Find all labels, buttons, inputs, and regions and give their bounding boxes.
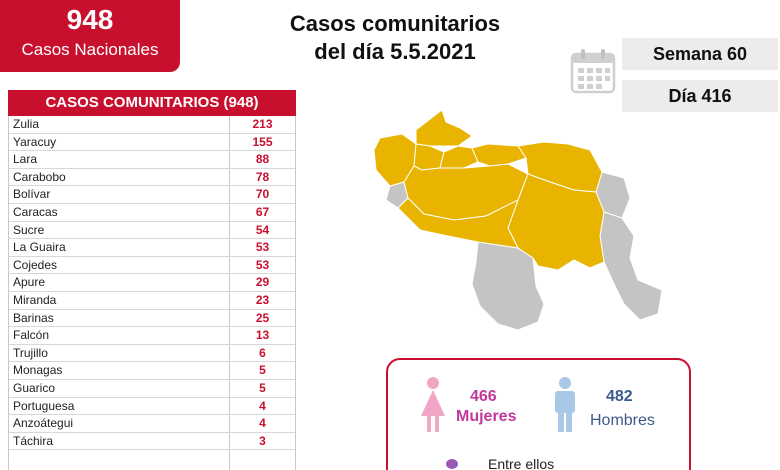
row-state-name: Portuguesa xyxy=(13,398,75,413)
row-case-count: 70 xyxy=(255,187,270,202)
row-case-count: 5 xyxy=(259,363,266,378)
row-case-count: 53 xyxy=(255,257,270,272)
page-title-line1: Casos comunitarios xyxy=(289,11,501,36)
table-row: Anzoátegui 4 xyxy=(9,415,295,433)
table-row: Carabobo 78 xyxy=(9,169,295,187)
calendar-icon xyxy=(570,49,616,94)
map-region-lara xyxy=(413,143,445,171)
row-state-name: Falcón xyxy=(13,328,50,343)
table-row: Caracas 67 xyxy=(9,204,295,222)
row-state-name: Miranda xyxy=(13,293,57,307)
table-row: Táchira 3 xyxy=(9,433,295,451)
national-cases-number: 948 xyxy=(66,4,114,35)
page-title-line2: del día 5.5.2021 xyxy=(314,39,476,64)
national-cases-label: Casos Nacionales xyxy=(21,40,159,59)
male-icon xyxy=(555,377,575,432)
row-case-count: 25 xyxy=(255,310,270,325)
row-case-count: 23 xyxy=(255,293,270,307)
row-case-count: 67 xyxy=(255,205,270,219)
among-them-text: Entre ellos xyxy=(488,456,555,470)
table-divider xyxy=(229,116,230,470)
row-state-name: Carabobo xyxy=(13,169,66,184)
table-row: Miranda 23 xyxy=(9,292,295,310)
row-case-count: 3 xyxy=(259,433,266,448)
map-region-bolivar xyxy=(507,173,605,271)
male-label: Hombres xyxy=(590,412,655,429)
national-cases-box: 948 Casos Nacionales xyxy=(0,0,180,72)
map-region-centro xyxy=(471,143,527,167)
table-row: Guarico 5 xyxy=(9,380,295,398)
row-case-count: 53 xyxy=(255,240,270,255)
table-row: Bolívar 70 xyxy=(9,186,295,204)
gender-breakdown-box xyxy=(386,358,691,470)
table-row: Portuguesa 4 xyxy=(9,398,295,416)
row-state-name: Zulia xyxy=(13,117,40,131)
row-state-name: Táchira xyxy=(13,433,54,448)
male-count: 482 xyxy=(606,388,633,405)
row-case-count: 4 xyxy=(259,416,266,431)
row-state-name: La Guaira xyxy=(13,240,66,255)
row-case-count: 88 xyxy=(255,152,270,167)
row-state-name: Guarico xyxy=(13,381,56,395)
table-row: Zulia 213 xyxy=(9,116,295,134)
table-row: Lara 88 xyxy=(9,151,295,169)
table-row: Sucre 54 xyxy=(9,222,295,240)
row-state-name: Trujillo xyxy=(13,345,48,360)
row-case-count: 78 xyxy=(255,169,270,184)
table-header: CASOS COMUNITARIOS (948) xyxy=(8,90,296,116)
week-box: Semana 60 xyxy=(622,38,778,70)
table-row: Barinas 25 xyxy=(9,310,295,328)
day-box: Día 416 xyxy=(622,80,778,112)
bullet-icon xyxy=(446,459,458,469)
table-row: Yaracuy 155 xyxy=(9,134,295,152)
row-state-name: Sucre xyxy=(13,222,45,237)
map-region-falcon xyxy=(415,109,473,147)
map-region-apure xyxy=(397,197,519,249)
table-row: Trujillo 6 xyxy=(9,345,295,363)
page-title: Casos comunitarios del día 5.5.2021 xyxy=(250,10,540,66)
row-state-name: Lara xyxy=(13,152,38,167)
venezuela-map xyxy=(373,109,663,330)
row-case-count: 155 xyxy=(252,134,273,149)
row-case-count: 213 xyxy=(252,117,273,131)
row-state-name: Cojedes xyxy=(13,257,58,272)
row-case-count: 29 xyxy=(255,275,270,290)
cases-table: Zulia 213 Yaracuy 155 Lara 88 Carabobo 78 Bo… xyxy=(8,116,296,470)
table-row: La Guaira 53 xyxy=(9,239,295,257)
female-label: Mujeres xyxy=(456,408,517,425)
row-case-count: 13 xyxy=(255,328,270,343)
row-case-count: 4 xyxy=(259,398,266,413)
row-state-name: Caracas xyxy=(13,205,58,219)
map-region-guayana-esequiba xyxy=(599,211,663,321)
row-state-name: Bolívar xyxy=(13,187,51,202)
female-icon xyxy=(421,377,445,432)
row-state-name: Anzoátegui xyxy=(13,416,74,431)
row-case-count: 5 xyxy=(259,381,266,395)
row-case-count: 6 xyxy=(259,345,266,360)
row-state-name: Monagas xyxy=(13,363,63,378)
row-state-name: Barinas xyxy=(13,310,54,325)
row-case-count: 54 xyxy=(255,222,270,237)
female-count: 466 xyxy=(470,388,497,405)
row-state-name: Yaracuy xyxy=(13,134,57,149)
table-row: Cojedes 53 xyxy=(9,257,295,275)
table-row: Monagas 5 xyxy=(9,362,295,380)
table-row: Apure 29 xyxy=(9,274,295,292)
table-row: Falcón 13 xyxy=(9,327,295,345)
row-state-name: Apure xyxy=(13,275,46,290)
